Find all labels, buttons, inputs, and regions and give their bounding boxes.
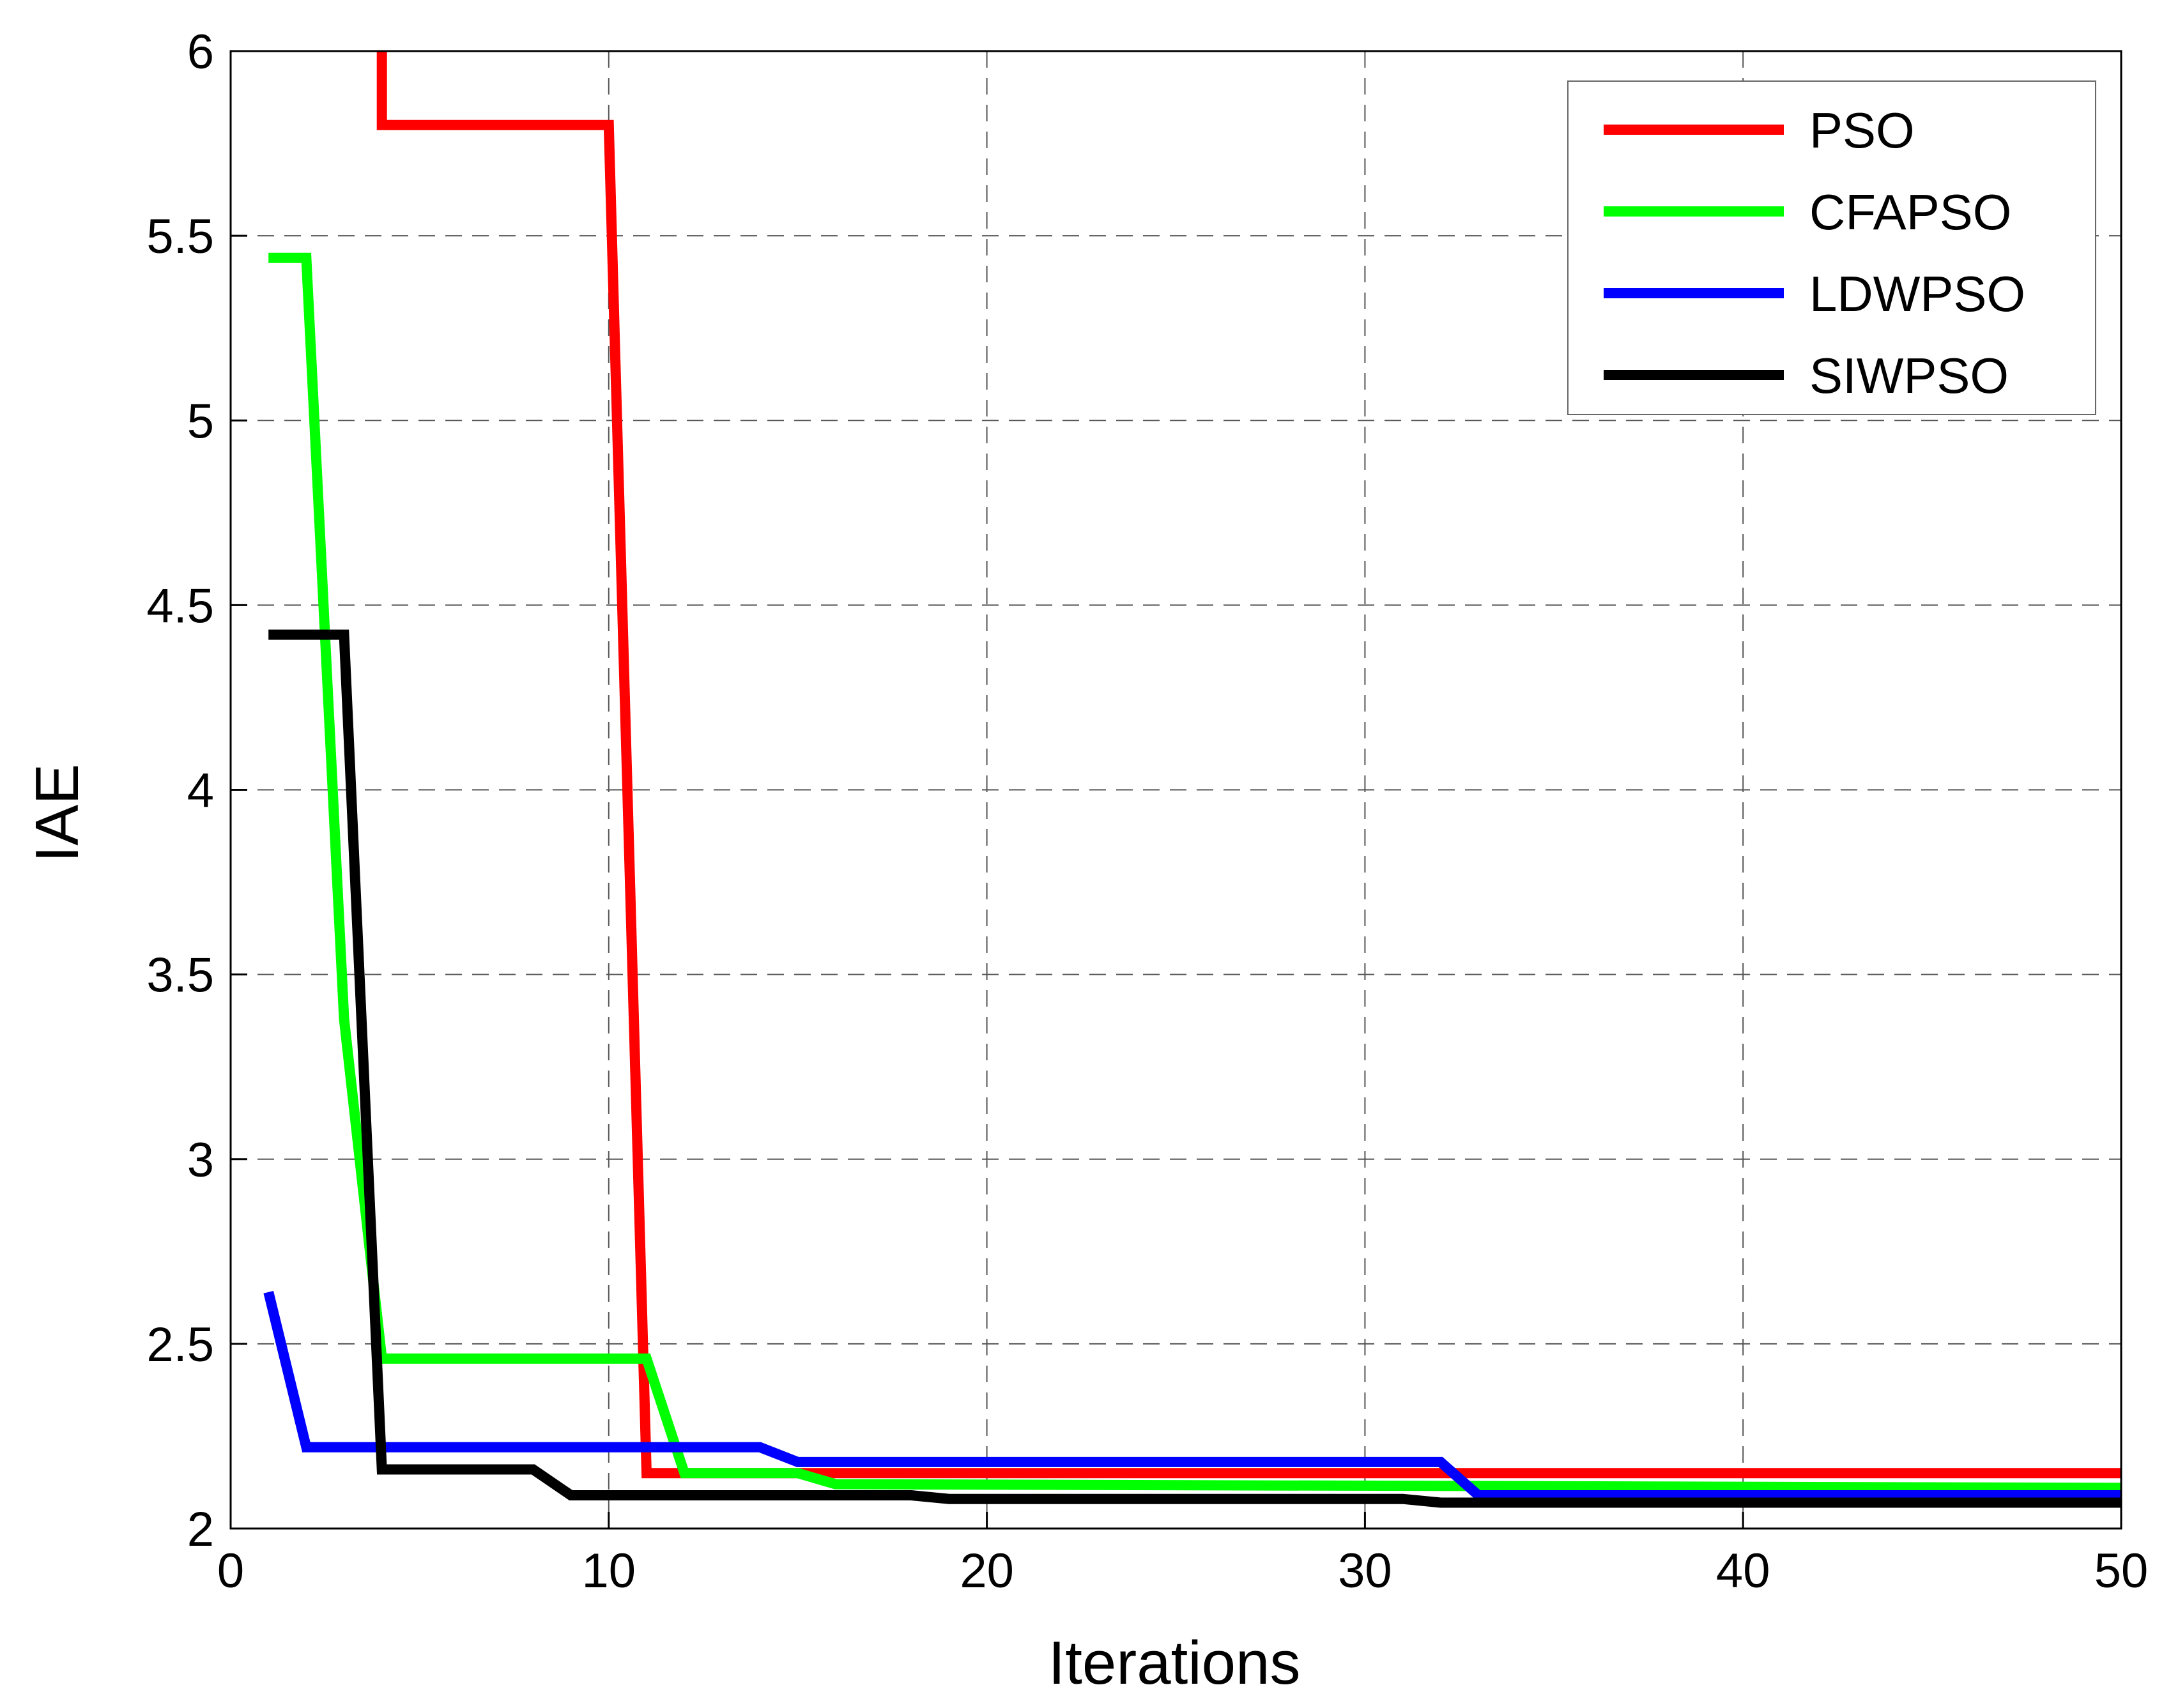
y-tick-label: 3.5 <box>146 949 214 1003</box>
x-tick-label: 50 <box>2094 1544 2149 1598</box>
series-line-cfapso <box>268 252 2121 1493</box>
y-tick-label: 4 <box>187 764 214 818</box>
legend-label-pso: PSO <box>1809 102 1915 158</box>
y-tick-label: 3 <box>187 1133 214 1187</box>
legend-label-cfapso: CFAPSO <box>1809 184 2011 240</box>
series-line-pso <box>376 51 2121 1479</box>
legend-box <box>1567 80 2096 415</box>
y-tick-label: 2 <box>187 1502 214 1557</box>
plot-lines <box>263 51 2121 1508</box>
x-axis-title: Iterations <box>1048 1629 1301 1697</box>
y-tick-label: 2.5 <box>146 1318 214 1372</box>
series-line-ldwpso <box>263 1291 2121 1500</box>
x-tick-label: 30 <box>1338 1544 1392 1598</box>
x-tick-label: 10 <box>582 1544 636 1598</box>
x-tick-label: 40 <box>1716 1544 1770 1598</box>
series-line-siwpso <box>268 629 2121 1508</box>
y-tick-label: 6 <box>187 25 214 79</box>
legend: PSO CFAPSO LDWPSO SIWPSO <box>1567 80 2096 415</box>
y-tick-label: 4.5 <box>146 579 214 633</box>
y-tick-labels: 2 2.5 3 3.5 4 4.5 5 5.5 6 <box>146 25 214 1557</box>
y-tick-label: 5 <box>187 394 214 448</box>
x-tick-labels: 0 10 20 30 40 50 <box>217 1544 2148 1598</box>
axis-ticks <box>229 50 2122 1530</box>
x-tick-label: 0 <box>217 1544 244 1598</box>
legend-label-siwpso: SIWPSO <box>1809 347 2009 404</box>
x-tick-label: 20 <box>960 1544 1014 1598</box>
legend-label-ldwpso: LDWPSO <box>1809 266 2025 322</box>
y-axis-title: IAE <box>23 764 91 863</box>
y-tick-label: 5.5 <box>146 210 214 264</box>
